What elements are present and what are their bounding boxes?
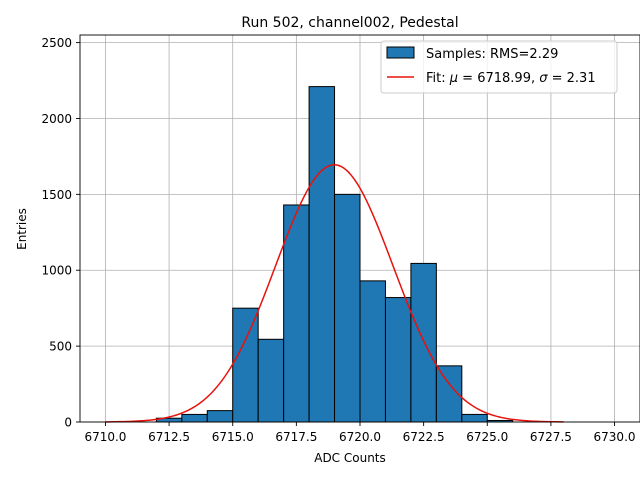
histogram-bar bbox=[308, 86, 336, 423]
x-tick-label: 6725.0 bbox=[466, 430, 508, 444]
histogram-bars bbox=[155, 86, 514, 423]
histogram-bar bbox=[461, 413, 488, 423]
x-axis-label: ADC Counts bbox=[314, 451, 386, 465]
x-axis-ticks: 6710.0 6712.5 6715.0 6717.5 6720.0 6722.5 6725… bbox=[84, 422, 636, 444]
legend-sigma-value: = 2.31 bbox=[547, 71, 595, 86]
y-tick-label: 1500 bbox=[41, 188, 72, 202]
histogram-bar bbox=[359, 280, 386, 423]
chart-title: Run 502, channel002, Pedestal bbox=[241, 15, 458, 31]
y-axis-label: Entries bbox=[15, 208, 29, 250]
fit-curve bbox=[105, 164, 564, 423]
y-tick-label: 2500 bbox=[41, 36, 72, 50]
legend: Samples: RMS=2.29 Fit: μ = 6718.99, σ = … bbox=[380, 40, 618, 94]
legend-hist-swatch bbox=[386, 46, 415, 59]
y-tick-label: 2000 bbox=[41, 112, 72, 126]
histogram-bar bbox=[232, 307, 259, 423]
y-tick-label: 500 bbox=[49, 340, 72, 354]
x-tick-label: 6717.5 bbox=[275, 430, 317, 444]
legend-mu-symbol: μ bbox=[449, 71, 458, 86]
x-tick-label: 6727.5 bbox=[530, 430, 572, 444]
legend-hist-label: Samples: RMS=2.29 bbox=[426, 47, 558, 62]
histogram-bar bbox=[206, 410, 234, 423]
histogram-bar bbox=[283, 204, 310, 423]
legend-fit-label: Fit: μ = 6718.99, σ = 2.31 bbox=[426, 71, 596, 86]
x-tick-label: 6712.5 bbox=[148, 430, 190, 444]
x-tick-label: 6722.5 bbox=[403, 430, 445, 444]
y-tick-label: 0 bbox=[64, 416, 72, 430]
legend-box bbox=[380, 40, 618, 94]
histogram-bar bbox=[410, 262, 437, 423]
histogram-bar bbox=[384, 297, 412, 423]
histogram-bar bbox=[334, 193, 361, 423]
legend-mu-value: = 6718.99, bbox=[458, 71, 539, 86]
y-tick-label: 1000 bbox=[41, 264, 72, 278]
histogram-bar bbox=[257, 338, 285, 423]
histogram-bar bbox=[181, 413, 208, 423]
y-axis-ticks: 0 500 1000 1500 2000 2500 bbox=[41, 36, 80, 430]
x-tick-label: 6710.0 bbox=[84, 430, 126, 444]
legend-fit-prefix: Fit: bbox=[426, 71, 450, 86]
x-tick-label: 6715.0 bbox=[212, 430, 254, 444]
legend-sigma-symbol: σ bbox=[539, 71, 548, 86]
x-tick-label: 6730.0 bbox=[594, 430, 636, 444]
x-tick-label: 6720.0 bbox=[339, 430, 381, 444]
